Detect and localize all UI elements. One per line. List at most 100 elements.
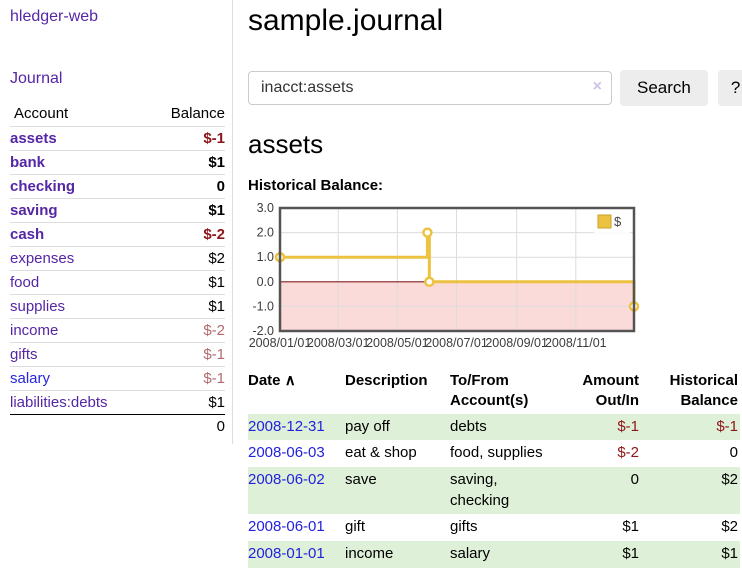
transaction-description: save [345,470,377,488]
accounts-col-header-account: Account [14,105,69,122]
transaction-description: gift [345,518,366,536]
account-balance: $1 [148,390,225,415]
page-title: sample.journal [248,4,444,37]
account-row: supplies $1 [10,294,225,319]
register-col-header-date[interactable]: Date ∧ [248,369,345,414]
svg-text:-2.0: -2.0 [252,324,274,338]
account-row: saving $1 [10,198,225,223]
svg-text:0.0: 0.0 [257,275,274,289]
transaction-date-link[interactable]: 2008-06-01 [248,518,325,536]
accounts-table: Account Balance assets $-1 bank $1 checking 0… [10,101,225,438]
transaction-balance: 0 [729,444,738,462]
transaction-amount: $1 [622,544,639,562]
register-col-header-balance: Historical Balance [669,372,738,410]
transaction-description: eat & shop [345,444,417,462]
sidebar-item-journal[interactable]: Journal [10,70,63,87]
account-link[interactable]: expenses [10,250,75,267]
account-balance: $1 [148,270,225,295]
sort-ascending-icon: ∧ [284,372,296,389]
account-row: checking 0 [10,174,225,199]
help-button[interactable]: ? [717,70,742,106]
account-link[interactable]: liabilities:debts [10,394,108,411]
account-link[interactable]: income [10,322,59,339]
accounts-header-row: Account Balance [10,101,225,127]
svg-text:3.0: 3.0 [257,201,274,215]
transaction-amount: $1 [622,518,639,536]
account-link[interactable]: food [10,274,40,291]
transaction-balance: $1 [721,544,738,562]
register-row: 2008-06-01 gift gifts $1 $2 [248,514,740,541]
register-col-header-accounts: To/From Account(s) [450,372,529,410]
transaction-date-link[interactable]: 2008-06-02 [248,470,325,488]
account-balance: $1 [148,150,225,175]
register-table: Date ∧ Description To/From Account(s) Am… [248,369,740,568]
clear-search-icon[interactable]: × [592,78,602,95]
account-balance: 0 [148,174,225,199]
account-link[interactable]: assets [10,130,57,147]
register-col-header-amount: Amount Out/In [582,372,639,410]
transaction-description: pay off [345,417,390,435]
transaction-accounts: food, supplies [450,444,543,462]
transaction-amount: $-1 [617,417,639,435]
account-row: food $1 [10,270,225,295]
account-link[interactable]: gifts [10,346,38,363]
account-row: cash $-2 [10,222,225,247]
sidebar: hledger-web Journal Account Balance asse… [0,0,233,444]
transaction-accounts: saving, checking [450,470,510,509]
account-link[interactable]: saving [10,202,58,219]
svg-text:2008/09/01: 2008/09/01 [485,336,548,350]
transaction-balance: $2 [721,470,738,488]
account-balance: $-2 [148,318,225,343]
transaction-accounts: gifts [450,518,478,536]
account-link[interactable]: bank [10,154,46,171]
account-row: salary $-1 [10,366,225,391]
search-input-wrap: × [248,71,612,105]
register-row: 2008-06-02 save saving, checking 0 $2 [248,466,740,515]
svg-text:$: $ [614,214,622,229]
register-row: 2008-12-31 pay off debts $-1 $-1 [248,413,740,441]
main-content: sample.journal × Search ? assets Histori… [233,0,742,568]
date-header-label: Date [248,372,281,389]
accounts-total-value: 0 [148,414,225,438]
account-row: income $-2 [10,318,225,343]
account-link[interactable]: salary [10,370,51,387]
transaction-accounts: debts [450,417,487,435]
register-row: 2008-01-01 income salary $1 $1 [248,540,740,568]
transaction-date-link[interactable]: 2008-01-01 [248,544,325,562]
svg-text:2008/05/01: 2008/05/01 [366,336,429,350]
account-link[interactable]: checking [10,178,76,195]
svg-text:2008/01/01: 2008/01/01 [249,336,312,350]
account-row: assets $-1 [10,126,225,151]
accounts-total-row: 0 [10,414,225,438]
transaction-balance: $2 [721,518,738,536]
accounts-total-spacer [10,414,149,438]
transaction-date-link[interactable]: 2008-06-03 [248,444,325,462]
accounts-col-header-balance: Balance [170,105,225,122]
search-form: × Search ? [248,70,742,106]
account-balance: $-1 [148,126,225,151]
svg-text:1.0: 1.0 [257,250,274,264]
app-title-link[interactable]: hledger-web [10,8,99,25]
account-link[interactable]: supplies [10,298,66,315]
account-balance: $2 [148,246,225,271]
historical-balance-chart: $3.0 2.0 1.0 0.0 -1.0 -2.0 2008/01/01 2008/03/0… [248,201,640,354]
chart-legend: $ [594,212,630,233]
transaction-amount: 0 [630,470,639,488]
account-balance: $-1 [148,366,225,391]
svg-text:2.0: 2.0 [257,226,274,240]
svg-text:-1.0: -1.0 [252,299,274,313]
chart-title: Historical Balance: [248,177,384,194]
search-input[interactable] [248,71,612,105]
account-title: assets [248,129,324,159]
transaction-amount: $-2 [617,444,639,462]
register-row: 2008-06-03 eat & shop food, supplies $-2 0 [248,440,740,467]
account-balance: $-1 [148,342,225,367]
svg-text:2008/07/01: 2008/07/01 [425,336,488,350]
account-link[interactable]: cash [10,226,45,243]
app: hledger-web Journal Account Balance asse… [0,0,742,568]
account-balance: $-2 [148,222,225,247]
register-col-header-description: Description [345,372,428,389]
transaction-date-link[interactable]: 2008-12-31 [248,417,325,435]
search-button[interactable]: Search [620,70,708,106]
account-balance: $1 [148,198,225,223]
